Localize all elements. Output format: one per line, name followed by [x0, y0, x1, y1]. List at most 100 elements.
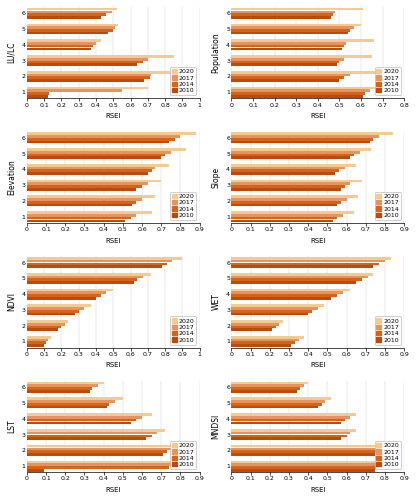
Bar — [231, 403, 322, 406]
Bar — [27, 26, 115, 29]
Bar — [231, 460, 389, 463]
Bar — [231, 138, 374, 140]
X-axis label: RSEI: RSEI — [310, 113, 325, 119]
Bar — [27, 266, 161, 268]
X-axis label: RSEI: RSEI — [106, 113, 121, 119]
Bar — [27, 198, 142, 201]
Bar — [231, 307, 318, 310]
Bar — [231, 382, 308, 384]
Bar — [231, 29, 350, 32]
Bar — [27, 307, 84, 310]
Bar — [27, 320, 68, 323]
Bar — [27, 338, 47, 342]
Bar — [231, 201, 341, 203]
Bar — [27, 304, 91, 307]
Bar — [27, 217, 131, 220]
Bar — [27, 185, 142, 188]
Bar — [27, 90, 122, 92]
Bar — [27, 342, 46, 344]
Bar — [231, 438, 341, 440]
Bar — [27, 434, 151, 437]
Bar — [27, 292, 106, 294]
Bar — [27, 24, 119, 26]
X-axis label: RSEI: RSEI — [106, 487, 121, 493]
Bar — [27, 281, 134, 284]
Bar — [27, 288, 113, 292]
Bar — [27, 180, 161, 182]
Bar — [231, 86, 391, 90]
Bar — [27, 328, 58, 331]
Bar — [231, 8, 363, 10]
Bar — [231, 95, 363, 98]
Bar — [231, 60, 339, 64]
Bar — [27, 188, 136, 190]
Bar — [27, 464, 175, 466]
Bar — [231, 310, 312, 312]
X-axis label: RSEI: RSEI — [310, 238, 325, 244]
Bar — [231, 132, 393, 135]
Bar — [231, 214, 343, 216]
Bar — [231, 336, 305, 338]
Bar — [231, 273, 374, 276]
X-axis label: RSEI: RSEI — [106, 238, 121, 244]
Bar — [231, 469, 375, 472]
Bar — [27, 135, 181, 138]
Bar — [231, 257, 391, 260]
Bar — [27, 74, 151, 76]
Bar — [27, 445, 181, 448]
Bar — [231, 262, 379, 266]
Bar — [27, 40, 101, 42]
Bar — [27, 86, 148, 90]
Bar — [27, 154, 165, 156]
Bar — [27, 382, 104, 384]
Bar — [231, 14, 333, 16]
Bar — [231, 338, 299, 342]
Bar — [27, 201, 136, 203]
Bar — [27, 138, 175, 140]
Bar — [27, 166, 156, 170]
Bar — [27, 273, 151, 276]
Bar — [27, 64, 137, 66]
Bar — [27, 344, 44, 347]
Bar — [27, 453, 163, 456]
Bar — [27, 400, 115, 403]
Bar — [231, 16, 331, 18]
Bar — [231, 453, 375, 456]
Bar — [231, 188, 341, 190]
Bar — [27, 92, 50, 95]
Bar — [27, 182, 148, 185]
Bar — [27, 460, 182, 463]
Bar — [231, 320, 283, 323]
Bar — [27, 466, 169, 469]
Bar — [231, 220, 333, 222]
Y-axis label: Slope: Slope — [211, 167, 220, 188]
Bar — [27, 220, 125, 222]
Bar — [231, 156, 350, 159]
Bar — [27, 214, 136, 216]
Bar — [27, 60, 143, 64]
Bar — [231, 278, 362, 281]
Bar — [27, 294, 101, 297]
Bar — [231, 390, 297, 392]
Bar — [231, 154, 354, 156]
Bar — [231, 398, 331, 400]
Bar — [27, 323, 65, 326]
Bar — [231, 166, 344, 170]
Bar — [27, 403, 109, 406]
Bar — [231, 326, 275, 328]
Bar — [27, 76, 149, 79]
Bar — [231, 464, 383, 466]
X-axis label: RSEI: RSEI — [310, 487, 325, 493]
Bar — [27, 14, 106, 16]
Bar — [27, 297, 96, 300]
Bar — [231, 281, 356, 284]
Bar — [231, 55, 372, 58]
Bar — [231, 288, 350, 292]
Bar — [231, 260, 385, 262]
Bar — [27, 422, 131, 424]
Bar — [27, 416, 142, 418]
Bar — [27, 151, 171, 154]
Bar — [231, 429, 356, 432]
Bar — [27, 387, 92, 390]
Bar — [231, 135, 379, 138]
